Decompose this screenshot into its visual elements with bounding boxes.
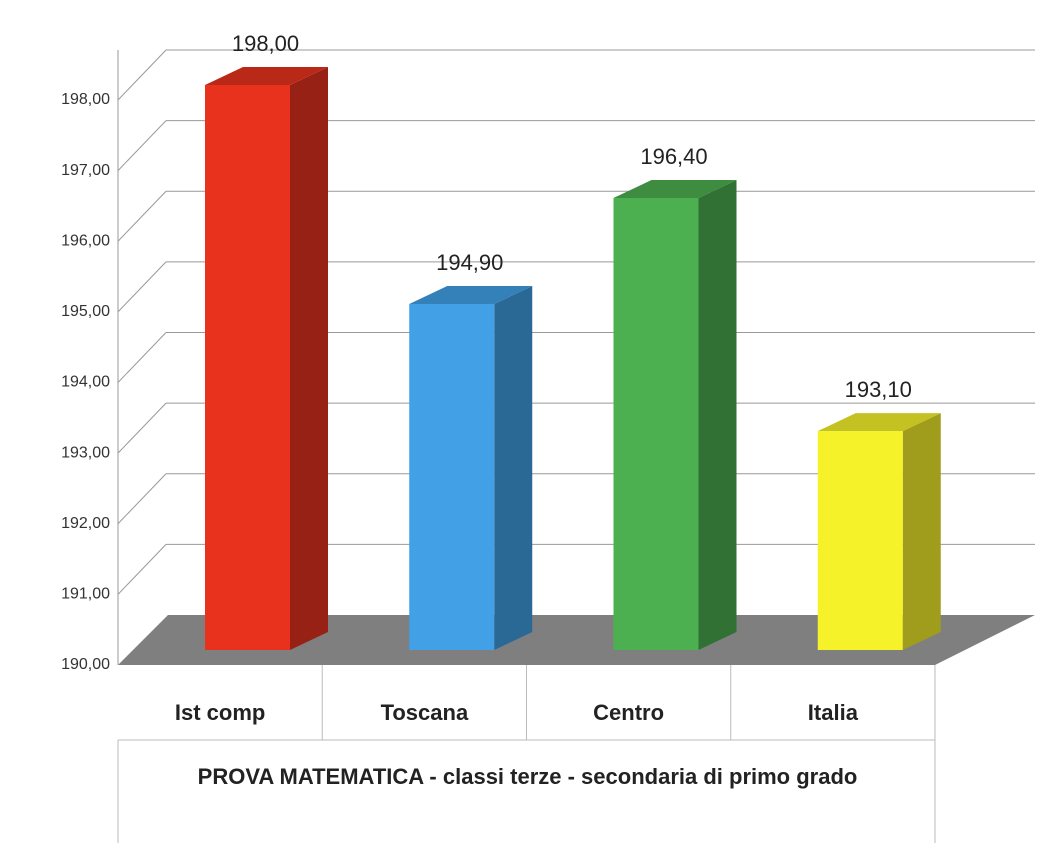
bar-top [817, 413, 941, 432]
bar-side [290, 67, 328, 650]
grid-line [117, 120, 167, 171]
y-tick-label: 197,00 [61, 162, 110, 179]
bar-top [205, 67, 328, 85]
grid-line [117, 49, 167, 101]
bar-top [613, 180, 737, 198]
y-tick-label: 196,00 [61, 232, 110, 249]
y-tick-label: 194,00 [61, 374, 110, 391]
y-tick-label: 193,00 [61, 444, 110, 461]
bar-side [902, 413, 941, 650]
x-tick-label: Italia [808, 700, 859, 725]
y-tick-label: 190,00 [61, 656, 110, 673]
floor [118, 615, 1035, 665]
bar [613, 198, 699, 650]
grid-line [117, 261, 167, 313]
x-axis-label: PROVA MATEMATICA - classi terze - second… [197, 764, 858, 789]
value-label: 194,90 [436, 250, 503, 275]
grid-line [117, 190, 167, 242]
grid-line [117, 473, 167, 525]
y-tick-label: 195,00 [61, 303, 110, 320]
x-tick-label: Centro [593, 700, 664, 725]
bar [409, 303, 495, 650]
value-label: 196,40 [640, 144, 707, 169]
bar [205, 85, 290, 650]
grid-line [117, 544, 167, 595]
bar [817, 431, 903, 650]
y-tick-label: 198,00 [61, 91, 110, 108]
value-label: 198,00 [232, 31, 299, 56]
y-tick-label: 192,00 [61, 515, 110, 532]
bar-side [698, 180, 737, 650]
grid-line [117, 332, 167, 383]
y-tick-label: 191,00 [61, 586, 110, 603]
grid-line [117, 402, 167, 454]
x-tick-label: Ist comp [175, 700, 265, 725]
value-label: 193,10 [845, 377, 912, 402]
x-tick-label: Toscana [381, 700, 469, 725]
bar-side [494, 285, 533, 650]
bar-top [409, 285, 533, 304]
